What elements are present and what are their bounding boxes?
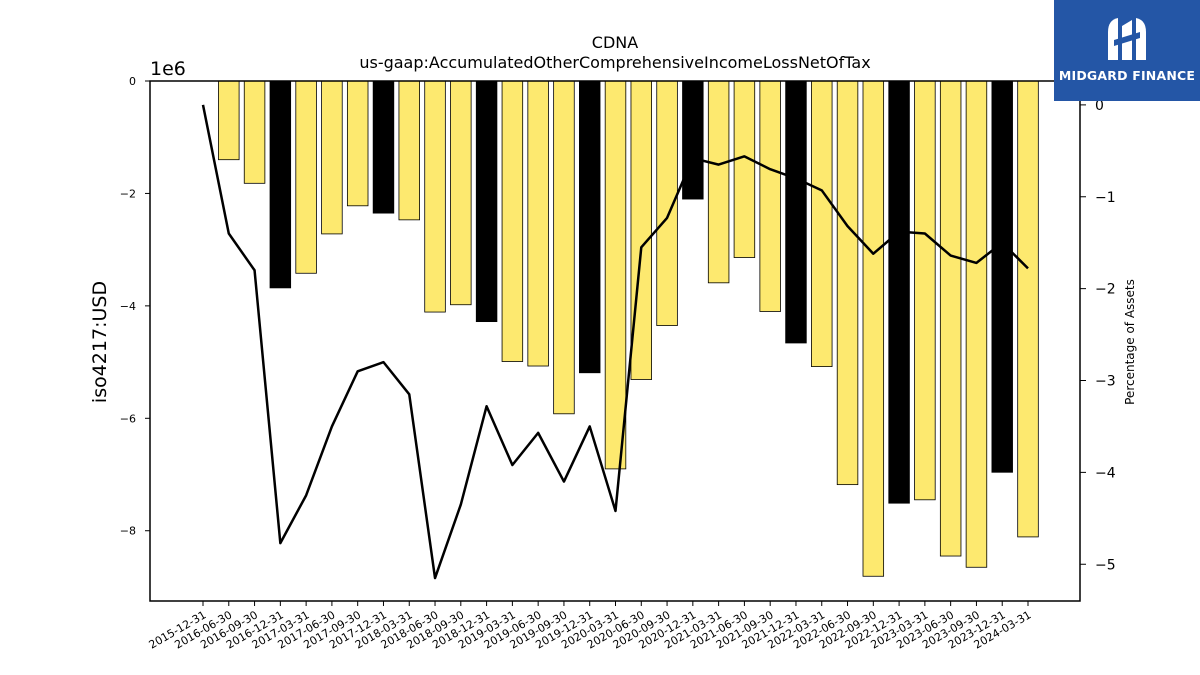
bar	[759, 80, 781, 312]
bar	[527, 80, 549, 367]
y-offset-label: 1e6	[150, 58, 186, 80]
bar	[424, 80, 446, 313]
y2-tick-label: −1	[1095, 190, 1116, 206]
bar	[785, 80, 807, 344]
bar	[630, 80, 652, 380]
bar	[475, 80, 498, 323]
bar	[733, 80, 756, 258]
y2-tick-label: −2	[1095, 282, 1116, 298]
bar	[321, 80, 343, 235]
y2-tick-label: −4	[1095, 465, 1116, 481]
bar	[372, 80, 395, 214]
chart-title: CDNA	[592, 33, 638, 52]
bar	[243, 80, 266, 184]
y-axis-label: iso4217:USD	[89, 281, 111, 403]
logo-text: MIDGARD FINANCE	[1058, 68, 1196, 83]
bar	[295, 80, 317, 274]
bar	[836, 80, 859, 486]
y-tick-label: 0	[129, 75, 136, 88]
bar	[811, 80, 833, 367]
logo-mark-icon	[1108, 18, 1146, 60]
bar	[346, 80, 369, 207]
bar	[888, 80, 910, 504]
y-tick-label: −8	[120, 525, 136, 538]
bar	[450, 80, 472, 306]
bar-series	[218, 80, 1039, 577]
percentage-line	[201, 104, 1029, 580]
bar	[991, 80, 1013, 473]
bar	[604, 80, 627, 470]
x-axis-ticks: 2015-12-312016-06-302016-09-302016-12-31…	[147, 601, 1034, 652]
bar	[939, 80, 962, 557]
y2-axis-ticks: 0 −1 −2 −3 −4 −5	[1080, 98, 1116, 573]
bar	[553, 80, 575, 415]
bar	[269, 80, 292, 289]
y-tick-label: −2	[120, 187, 136, 200]
y2-tick-label: −5	[1095, 557, 1116, 573]
bar	[914, 80, 936, 501]
bar	[965, 80, 988, 568]
bar	[501, 80, 524, 362]
bar	[579, 80, 601, 374]
chart-subtitle: us-gaap:AccumulatedOtherComprehensiveInc…	[359, 53, 870, 72]
bar	[218, 80, 240, 161]
bar	[398, 80, 420, 221]
line-series	[201, 104, 1029, 580]
bar	[1017, 80, 1039, 538]
y-tick-label: −4	[120, 300, 136, 313]
y-tick-label: −6	[120, 412, 136, 425]
y2-axis-label: Percentage of Assets	[1123, 279, 1137, 405]
bar	[682, 80, 704, 200]
y2-tick-label: −3	[1095, 374, 1116, 390]
brand-logo: MIDGARD FINANCE	[1054, 0, 1200, 101]
bar	[862, 80, 885, 577]
y-axis-ticks: 0 −2 −4 −6 −8	[120, 75, 150, 538]
bar	[707, 80, 730, 284]
y2-tick-label: 0	[1095, 98, 1104, 114]
